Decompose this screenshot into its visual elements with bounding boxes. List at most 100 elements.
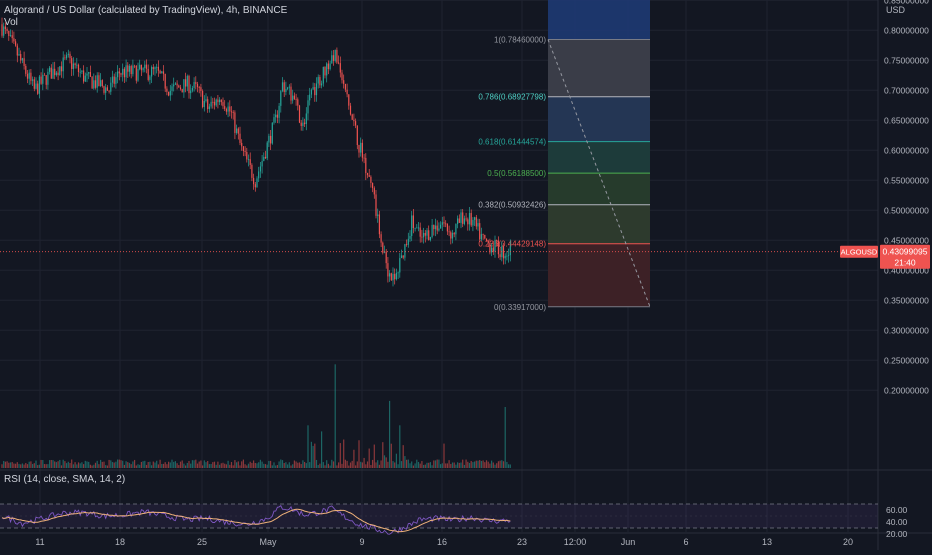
candle-body (156, 66, 158, 68)
volume-bar (111, 462, 114, 468)
time-tick-label: Jun (621, 537, 636, 547)
time-axis[interactable]: 11 18 25 May 9 16 23 12:00 Jun 6 13 20 (35, 537, 853, 547)
volume-bar (98, 464, 100, 468)
volume-bar (326, 460, 328, 468)
price-axis[interactable]: 0.900000000.850000000.800000000.75000000… (840, 0, 930, 395)
candle-body (159, 70, 161, 74)
candle-body (258, 171, 260, 179)
volume-bar (351, 460, 353, 468)
candle-body (263, 156, 265, 161)
candle-body (222, 102, 224, 107)
volume-bar (94, 462, 97, 468)
fibonacci-retracement[interactable]: 1(0.78460000) 0.786(0.68927798) 0.618(0.61… (478, 0, 651, 312)
candle-body (179, 87, 182, 90)
volume-bar (310, 441, 312, 468)
symbol-badge-label: ALGOUSD (841, 248, 878, 257)
candle-body (372, 182, 374, 189)
candle-body (261, 160, 263, 167)
candle-body (174, 83, 176, 85)
time-tick-label: 20 (843, 537, 853, 547)
volume-bar (11, 462, 13, 468)
candle-body (355, 121, 357, 126)
candle-body (402, 255, 404, 258)
volume-bar (123, 464, 125, 468)
volume-bar (67, 461, 69, 468)
candle-body (484, 234, 486, 239)
volume-bar (246, 465, 248, 468)
volume-bar (453, 462, 455, 468)
candle-body (142, 68, 144, 71)
candle-body (358, 145, 360, 153)
volume-bar (446, 463, 448, 468)
volume-bar (457, 462, 459, 468)
candle-body (113, 76, 115, 84)
volume-bar (494, 464, 496, 468)
candle-body (66, 55, 68, 59)
candle-body (287, 87, 289, 89)
volume-bar (230, 462, 233, 468)
time-tick-label: 9 (359, 537, 364, 547)
candle-body (259, 166, 261, 172)
volume-bar (202, 465, 204, 468)
candle-body (207, 99, 209, 109)
volume-bar (101, 461, 103, 468)
candle-body (83, 70, 85, 82)
volume-bar (251, 462, 253, 468)
candle-body (38, 76, 40, 94)
candle-body (45, 75, 47, 85)
volume-bar (134, 459, 136, 468)
volume-bar (42, 460, 44, 468)
candle-body (417, 227, 420, 229)
candle-body (145, 64, 148, 69)
price-tick-label: 0.40000000 (884, 265, 929, 275)
candle-body (210, 101, 212, 107)
candle-body (434, 225, 437, 230)
candle-body (485, 238, 488, 241)
volume-bar (448, 460, 450, 468)
volume-bar (117, 459, 119, 468)
candle-body (144, 64, 146, 69)
volume-bar (268, 460, 270, 468)
volume-bar (33, 463, 35, 468)
candle-body (406, 244, 408, 245)
volume-bar (389, 400, 391, 468)
candle-body (341, 72, 343, 81)
candle-body (462, 212, 464, 224)
candle-body (152, 67, 154, 70)
candle-body (424, 232, 426, 236)
fib-zone (548, 243, 650, 307)
price-tick-label: 0.85000000 (884, 0, 929, 5)
rsi-pane[interactable]: 60.00 40.00 20.00 (0, 503, 908, 539)
fib-level-label: 0(0.33917000) (494, 303, 546, 312)
volume-bar (480, 460, 482, 468)
candle-body (322, 66, 324, 84)
candle-body (315, 83, 318, 96)
candle-body (190, 90, 192, 94)
volume-bar (220, 463, 222, 468)
volume-bar (234, 460, 236, 468)
volume-bar (200, 460, 202, 468)
candle-body (77, 64, 80, 72)
time-tick-label: May (259, 537, 277, 547)
candle-body (399, 258, 401, 273)
candle-body (232, 112, 234, 114)
volume-bar (397, 464, 399, 468)
volume-bar (312, 445, 314, 468)
volume-bar (81, 462, 83, 468)
volume-bar (263, 463, 265, 468)
volume-bar (142, 461, 144, 468)
candle-body (331, 55, 333, 64)
fib-zone (548, 96, 650, 142)
volume-bar (491, 460, 493, 468)
candle-body (416, 227, 418, 229)
volume-bar (16, 462, 18, 468)
candle-body (383, 251, 386, 253)
candle-body (307, 100, 309, 114)
volume-bar (497, 461, 499, 468)
candle-body (91, 76, 93, 89)
candle-body (300, 122, 302, 126)
price-tick-label: 0.70000000 (884, 85, 929, 95)
candle-body (441, 222, 443, 225)
